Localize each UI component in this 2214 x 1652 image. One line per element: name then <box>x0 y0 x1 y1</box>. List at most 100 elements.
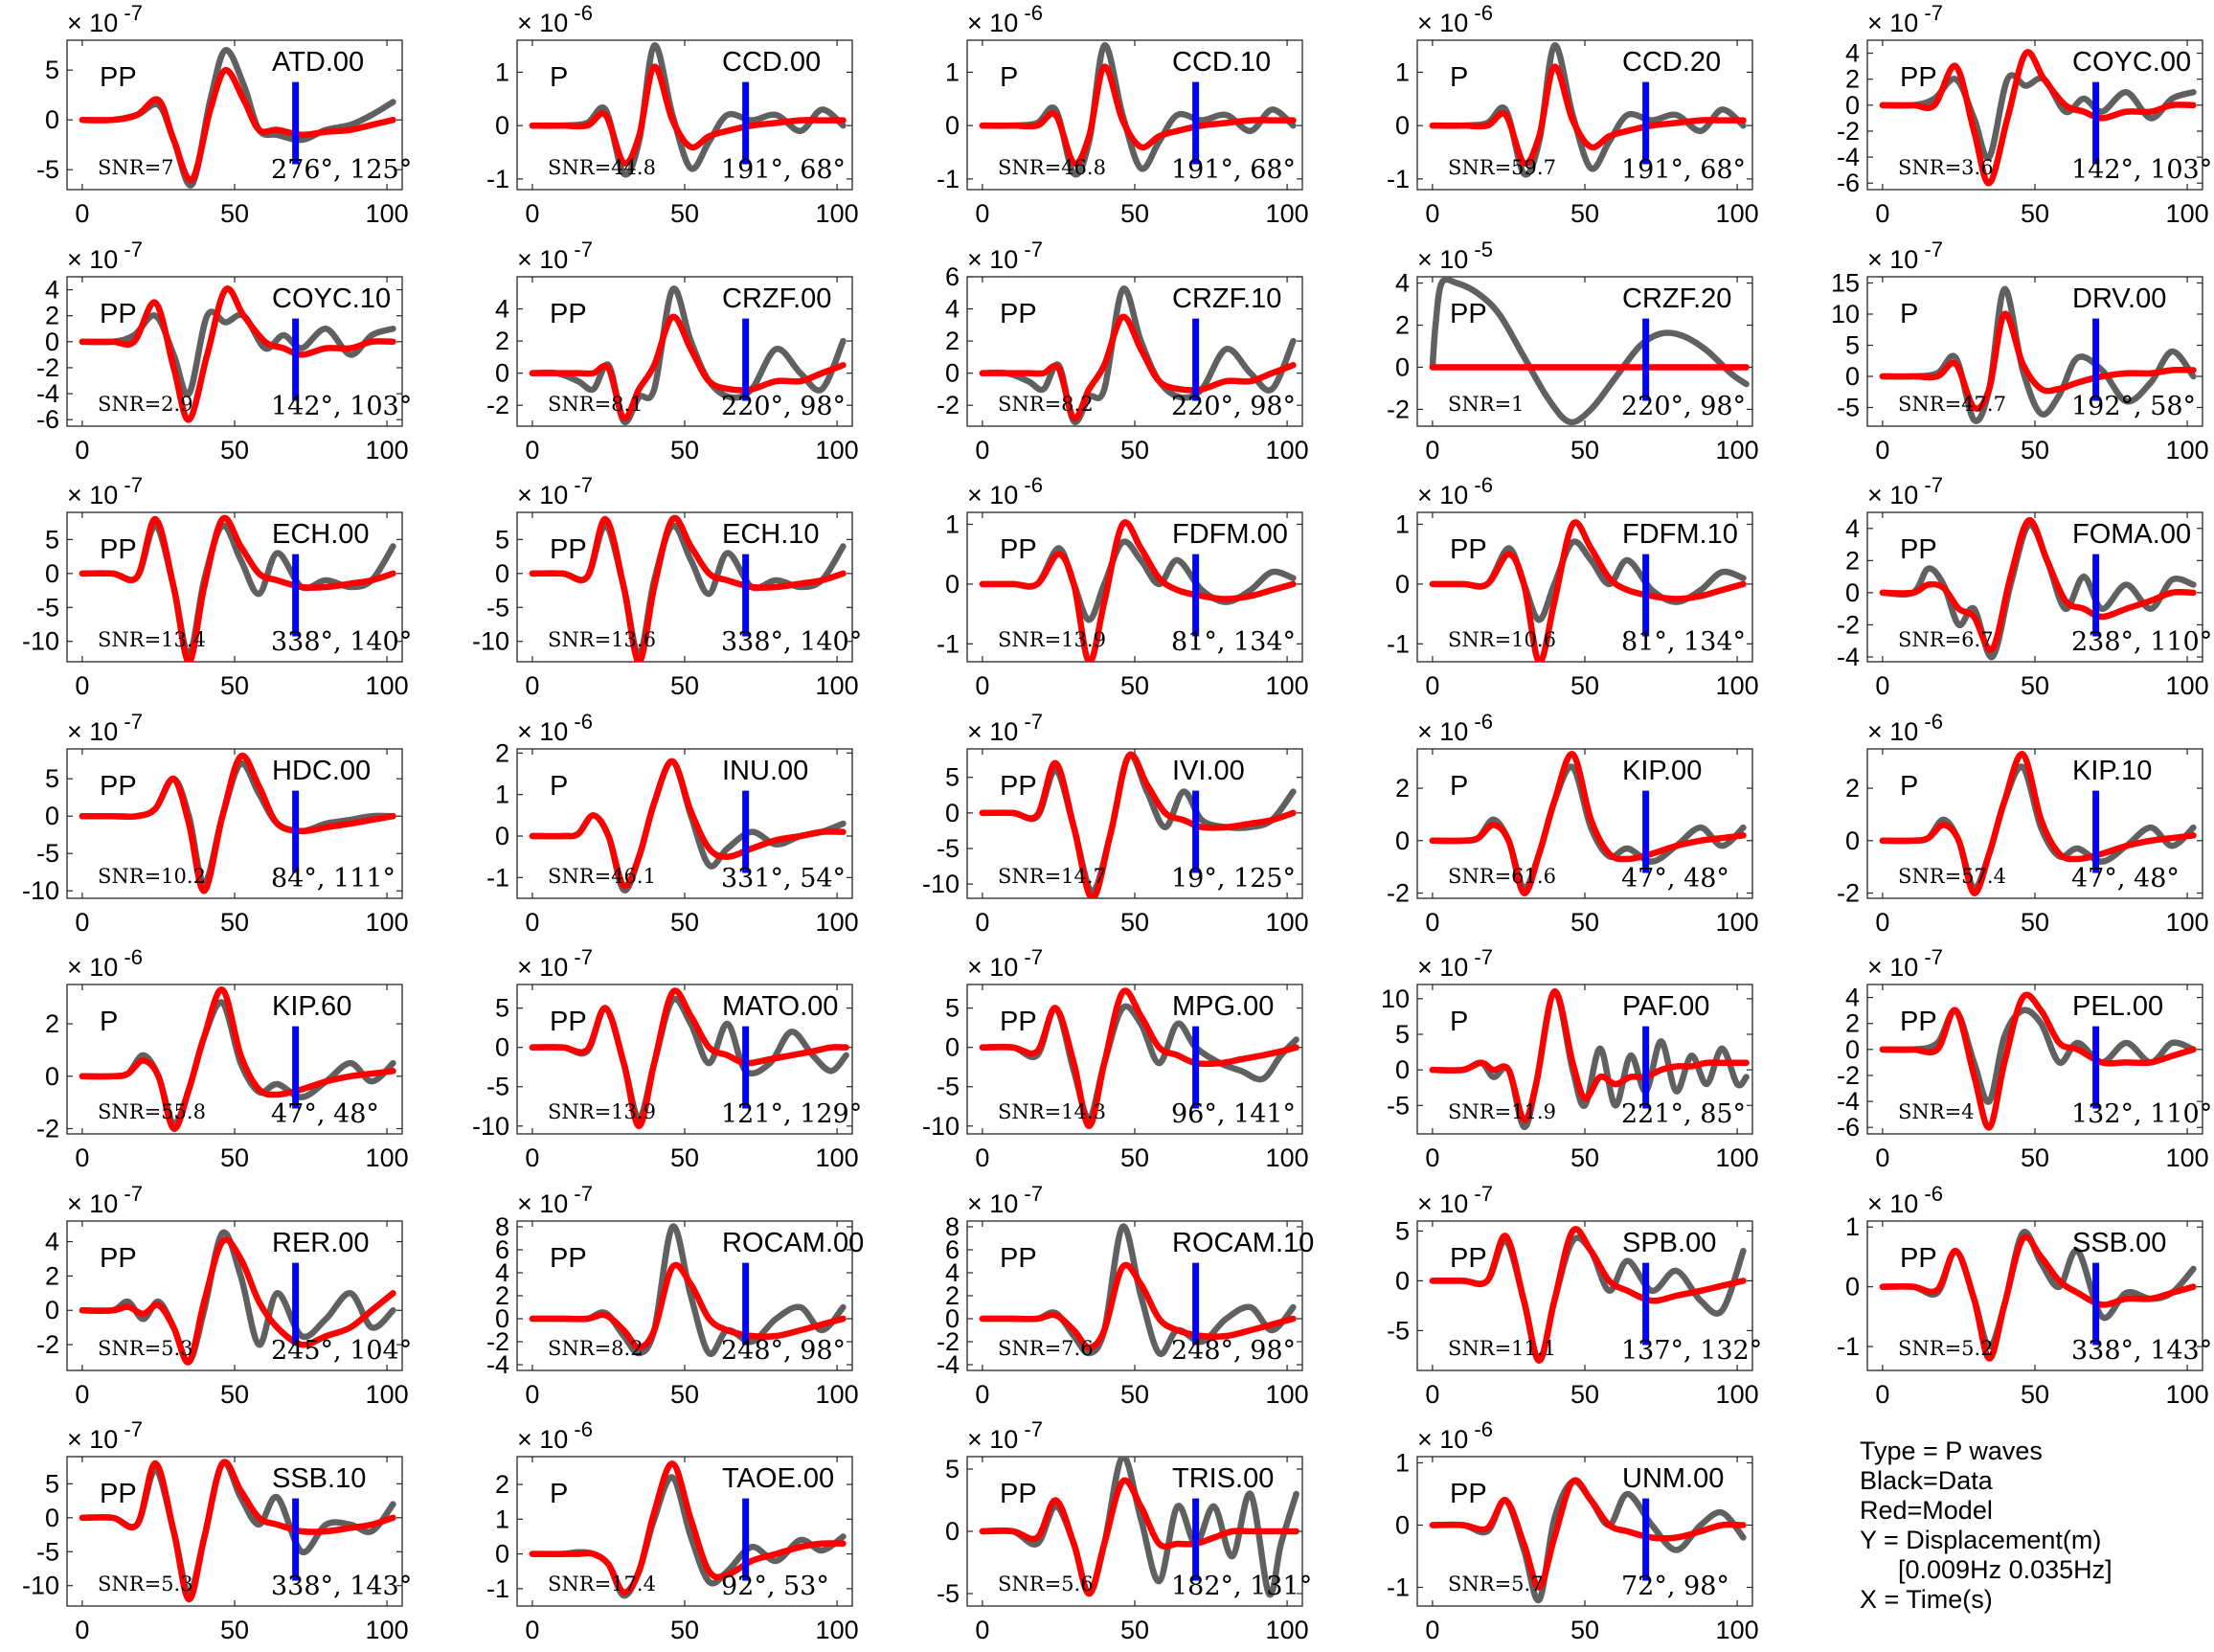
y-tick-label: 4 <box>1845 984 1860 1012</box>
x-tick-label: 50 <box>220 908 249 937</box>
azimuth-label: 220°, 98° <box>1621 392 1746 421</box>
phase-label: PP <box>1450 1243 1487 1274</box>
y-tick-label: 0 <box>495 1540 509 1569</box>
x-tick-label: 100 <box>366 671 409 700</box>
azimuth-label: 121°, 129° <box>721 1099 862 1129</box>
phase-label: PP <box>100 1479 137 1509</box>
station-label: CRZF.20 <box>1622 283 1731 314</box>
x-tick-label: 0 <box>1875 1380 1889 1409</box>
y-tick-label: 0 <box>495 559 509 588</box>
phase-label: PP <box>1450 1479 1487 1509</box>
azimuth-label: 142°, 103° <box>2071 155 2212 185</box>
phase-label: PP <box>1450 299 1487 329</box>
waveform-panel: -2 0 2 4 0 50 100 × 10 -7 PP RER.00 SNR=5.3 245°, 1… <box>4 1181 446 1416</box>
y-tick-label: 10 <box>1831 300 1860 328</box>
phase-label: PP <box>100 62 137 93</box>
y-exponent-label: × 10 -7 <box>1867 473 1943 509</box>
x-tick-label: 100 <box>1716 436 1759 464</box>
x-tick-label: 50 <box>670 908 699 937</box>
x-tick-label: 100 <box>816 671 859 700</box>
y-tick-label: -5 <box>486 593 509 622</box>
x-tick-label: 100 <box>1266 1616 1309 1644</box>
legend-y: Y = Displacement(m) <box>1860 1526 2102 1554</box>
waveform-panel: -5 0 5 10 0 50 100 × 10 -7 P PAF.00 SNR=11.9 221°, … <box>1354 944 1796 1180</box>
azimuth-label: 220°, 98° <box>721 392 846 421</box>
y-tick-label: -10 <box>472 1112 509 1141</box>
y-tick-label: -2 <box>1837 610 1860 639</box>
y-tick-label: -4 <box>486 1350 509 1379</box>
station-label: FDFM.00 <box>1172 519 1288 550</box>
azimuth-label: 338°, 143° <box>2071 1336 2212 1366</box>
y-tick-label: -4 <box>1837 1087 1860 1116</box>
y-tick-label: -4 <box>937 1350 960 1379</box>
model-trace <box>79 752 396 894</box>
y-tick-label: -1 <box>937 629 960 658</box>
y-tick-label: 0 <box>1395 570 1410 599</box>
y-tick-label: -5 <box>937 1073 960 1101</box>
model-trace <box>1429 1226 1747 1364</box>
waveform-chart: -2 0 2 4 6 0 50 100 × 10 -7 PP CRZF.10 SNR=8.2 220°,… <box>937 238 1309 464</box>
x-tick-label: 0 <box>1425 1616 1439 1644</box>
y-tick-label: 1 <box>1845 1212 1860 1241</box>
model-trace <box>79 285 396 423</box>
x-tick-label: 50 <box>1570 1143 1599 1172</box>
waveform-panel: -10 -5 0 5 0 50 100 × 10 -7 PP SSB.10 SNR=5.3 338°,… <box>4 1416 446 1652</box>
y-tick-label: -10 <box>22 1572 59 1600</box>
y-exponent-label: × 10 -6 <box>517 1417 593 1454</box>
phase-label: PP <box>100 771 137 802</box>
y-tick-label: 0 <box>945 1304 960 1333</box>
y-tick-label: 1 <box>945 57 960 86</box>
x-tick-label: 100 <box>1266 1380 1309 1409</box>
snr-label: SNR=5.2 <box>1898 1337 1994 1360</box>
y-tick-label: 10 <box>1381 984 1410 1013</box>
waveform-panel: -5 0 5 10 15 0 50 100 × 10 -7 P DRV.00 SNR=47.7 192°… <box>1804 237 2214 472</box>
model-trace <box>979 519 1297 662</box>
y-exponent-label: × 10 -7 <box>967 945 1043 982</box>
y-tick-label: -1 <box>1387 1573 1410 1602</box>
snr-label: SNR=5.7 <box>1448 1573 1544 1595</box>
model-trace <box>529 514 847 662</box>
phase-label: PP <box>1000 534 1037 565</box>
y-tick-label: 6 <box>945 1235 960 1264</box>
legend-type: Type = P waves <box>1860 1437 2043 1465</box>
y-exponent-label: × 10 -6 <box>1417 1 1493 37</box>
y-exponent-label: × 10 -7 <box>67 238 143 274</box>
x-tick-label: 100 <box>366 436 409 464</box>
model-trace <box>979 1477 1299 1597</box>
y-tick-label: 1 <box>1395 509 1410 538</box>
x-tick-label: 0 <box>975 908 989 937</box>
y-tick-label: 0 <box>495 1033 509 1062</box>
x-tick-label: 0 <box>525 671 539 700</box>
y-tick-label: -5 <box>937 1579 960 1608</box>
x-tick-label: 50 <box>220 671 249 700</box>
y-tick-label: 2 <box>945 327 960 355</box>
y-exponent-label: × 10 -7 <box>517 473 593 509</box>
y-tick-label: 4 <box>1845 39 1860 68</box>
x-tick-label: 50 <box>2021 199 2049 228</box>
x-tick-label: 0 <box>75 1143 89 1172</box>
phase-label: PP <box>100 534 137 565</box>
y-tick-label: 1 <box>495 57 509 86</box>
x-tick-label: 50 <box>670 1143 699 1172</box>
y-tick-label: -5 <box>1837 394 1860 422</box>
model-trace <box>1879 49 2197 187</box>
azimuth-label: 47°, 48° <box>1621 864 1729 894</box>
y-tick-label: 5 <box>495 994 509 1023</box>
azimuth-label: 191°, 68° <box>1171 155 1296 185</box>
y-tick-label: 5 <box>1845 331 1860 360</box>
y-tick-label: -5 <box>937 834 960 863</box>
model-trace <box>529 313 847 421</box>
model-trace <box>1429 988 1750 1123</box>
x-tick-label: 0 <box>1875 908 1889 937</box>
model-trace <box>1879 517 2197 653</box>
y-tick-label: 4 <box>945 295 960 324</box>
y-tick-label: 4 <box>1845 514 1860 543</box>
x-tick-label: 50 <box>2021 908 2049 937</box>
x-tick-label: 0 <box>975 1380 989 1409</box>
waveform-panel: -1 0 1 0 50 100 × 10 -6 PP FDFM.00 SNR=13.9 81°, 1… <box>904 472 1346 708</box>
waveform-panel: -5 0 5 0 50 100 × 10 -7 PP TRIS.00 SNR=5.6 182°, 1… <box>904 1416 1346 1652</box>
y-tick-label: 4 <box>945 1258 960 1287</box>
